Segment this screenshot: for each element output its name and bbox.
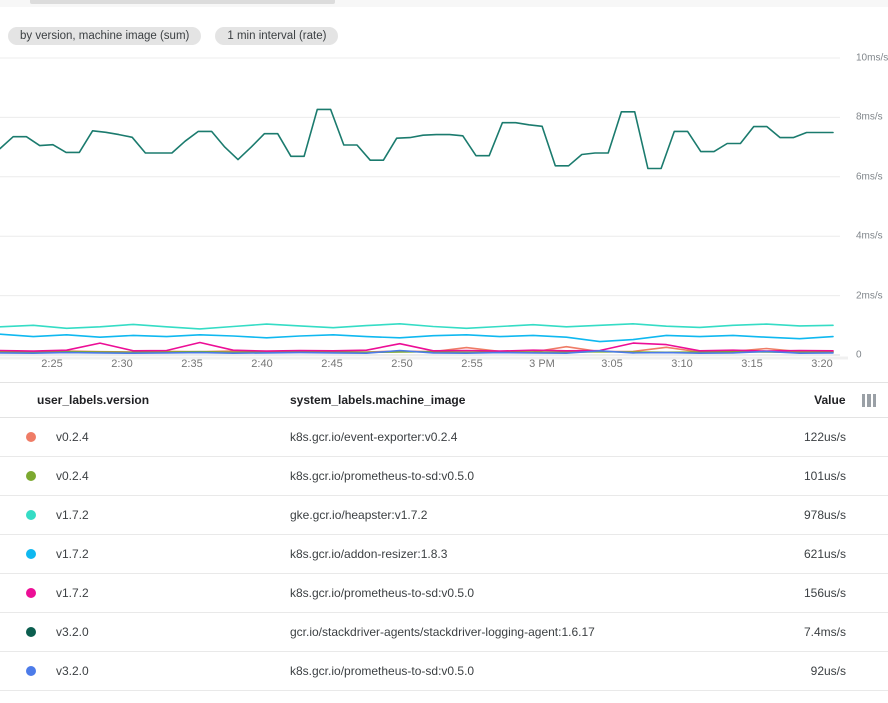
x-tick-label: 3:05 xyxy=(601,358,623,370)
cell-machine-image: k8s.gcr.io/prometheus-to-sd:v0.5.0 xyxy=(290,586,475,600)
timeseries-chart: 10ms/s 8ms/s 6ms/s 4ms/s 2ms/s 0 2:25 2:30 2:35… xyxy=(0,52,888,370)
cell-version: v3.2.0 xyxy=(56,625,89,639)
series-line-heapster-v172[interactable] xyxy=(0,322,834,330)
series-color-dot xyxy=(26,432,36,442)
cell-version: v3.2.0 xyxy=(56,664,89,678)
series-legend-table: user_labels.version system_labels.machin… xyxy=(0,382,888,691)
cell-version: v0.2.4 xyxy=(56,430,89,444)
x-tick-label: 2:50 xyxy=(391,358,413,370)
table-row[interactable]: v0.2.4 k8s.gcr.io/prometheus-to-sd:v0.5.0… xyxy=(0,457,888,496)
x-tick-label: 2:30 xyxy=(111,358,133,370)
y-tick-label: 4ms/s xyxy=(856,230,883,242)
header-user-labels-version[interactable]: user_labels.version xyxy=(37,393,150,407)
x-tick-label: 3:20 xyxy=(811,358,833,370)
cell-value: 156us/s xyxy=(803,586,846,600)
y-tick-label: 10ms/s xyxy=(856,52,888,64)
cell-machine-image: k8s.gcr.io/addon-resizer:1.8.3 xyxy=(290,547,448,561)
series-color-dot xyxy=(26,510,36,520)
chart-canvas xyxy=(0,57,848,360)
table-row[interactable]: v3.2.0 k8s.gcr.io/prometheus-to-sd:v0.5.0… xyxy=(0,652,888,691)
x-tick-label: 2:45 xyxy=(321,358,343,370)
cell-version: v0.2.4 xyxy=(56,469,89,483)
x-tick-label: 2:40 xyxy=(251,358,273,370)
cell-version: v1.7.2 xyxy=(56,508,89,522)
cell-value: 92us/s xyxy=(810,664,846,678)
cell-machine-image: k8s.gcr.io/event-exporter:v0.2.4 xyxy=(290,430,458,444)
cell-version: v1.7.2 xyxy=(56,586,89,600)
series-color-dot xyxy=(26,666,36,676)
chart-option-chips: by version, machine image (sum) 1 min in… xyxy=(8,27,339,45)
cell-value: 101us/s xyxy=(803,469,846,483)
cell-value: 122us/s xyxy=(803,430,846,444)
table-body: v0.2.4 k8s.gcr.io/event-exporter:v0.2.4 12… xyxy=(0,418,888,691)
columns-icon[interactable] xyxy=(861,393,876,407)
series-line-prometheus-to-sd-v172[interactable] xyxy=(0,341,834,352)
series-color-dot xyxy=(26,588,36,598)
series-color-dot xyxy=(26,549,36,559)
y-tick-label: 6ms/s xyxy=(856,171,883,183)
y-tick-label: 8ms/s xyxy=(856,111,883,123)
x-tick-label: 3:10 xyxy=(671,358,693,370)
y-tick-label: 2ms/s xyxy=(856,290,883,302)
x-tick-label: 2:25 xyxy=(41,358,63,370)
y-tick-label: 0 xyxy=(856,349,862,361)
table-row[interactable]: v1.7.2 k8s.gcr.io/addon-resizer:1.8.3 621u… xyxy=(0,535,888,574)
top-app-bar xyxy=(0,0,888,7)
x-tick-label: 2:55 xyxy=(461,358,483,370)
cell-machine-image: gcr.io/stackdriver-agents/stackdriver-lo… xyxy=(290,625,595,639)
table-row[interactable]: v3.2.0 gcr.io/stackdriver-agents/stackdri… xyxy=(0,613,888,652)
x-axis-band xyxy=(0,356,848,360)
cell-machine-image: gke.gcr.io/heapster:v1.7.2 xyxy=(290,508,428,522)
table-header-row: user_labels.version system_labels.machin… xyxy=(0,382,888,418)
series-color-dot xyxy=(26,627,36,637)
cell-value: 621us/s xyxy=(803,547,846,561)
header-value[interactable]: Value xyxy=(814,393,846,407)
series-line-addon-resizer-v172[interactable] xyxy=(0,333,834,343)
chip-aggregation[interactable]: by version, machine image (sum) xyxy=(8,27,202,45)
x-tick-label: 3 PM xyxy=(529,358,555,370)
table-row[interactable]: v0.2.4 k8s.gcr.io/event-exporter:v0.2.4 12… xyxy=(0,418,888,457)
x-tick-label: 3:15 xyxy=(741,358,763,370)
chip-alignment-interval[interactable]: 1 min interval (rate) xyxy=(215,27,339,45)
series-line-prometheus-to-sd-v320[interactable] xyxy=(0,349,834,355)
cell-machine-image: k8s.gcr.io/prometheus-to-sd:v0.5.0 xyxy=(290,469,475,483)
cell-value: 978us/s xyxy=(803,508,846,522)
x-tick-label: 2:35 xyxy=(181,358,203,370)
cell-machine-image: k8s.gcr.io/prometheus-to-sd:v0.5.0 xyxy=(290,664,475,678)
cell-version: v1.7.2 xyxy=(56,547,89,561)
table-row[interactable]: v1.7.2 gke.gcr.io/heapster:v1.7.2 978us/s xyxy=(0,496,888,535)
scrolled-panel-edge xyxy=(30,0,335,4)
header-machine-image[interactable]: system_labels.machine_image xyxy=(290,393,466,407)
cell-value: 7.4ms/s xyxy=(803,625,846,639)
series-line-stackdriver-logging-agent-v320[interactable] xyxy=(0,108,834,170)
table-row[interactable]: v1.7.2 k8s.gcr.io/prometheus-to-sd:v0.5.0… xyxy=(0,574,888,613)
series-color-dot xyxy=(26,471,36,481)
